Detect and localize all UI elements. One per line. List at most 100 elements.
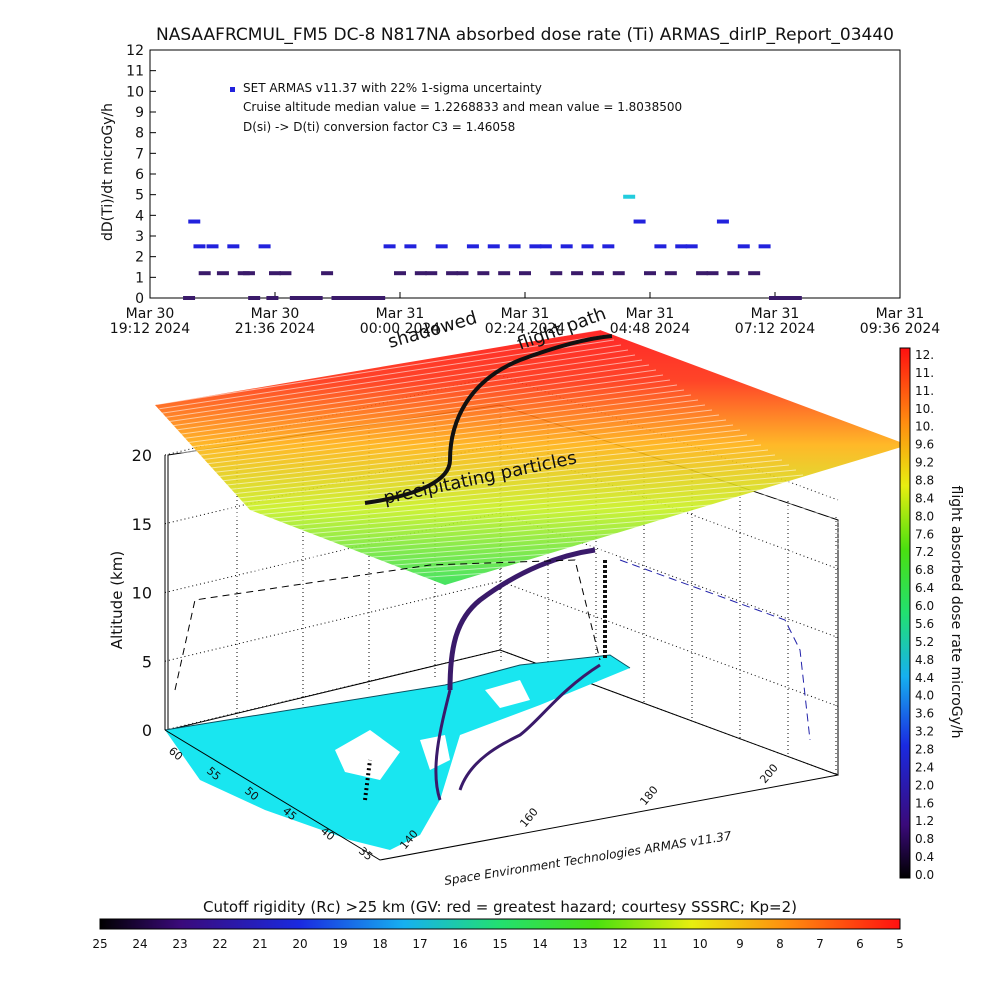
longitude-tick-label: 180	[637, 783, 660, 807]
map-inlet	[335, 730, 400, 780]
vertical-colorbar	[899, 347, 911, 879]
horizontal-colorbar	[99, 918, 901, 930]
slab-hatch-line	[229, 499, 839, 551]
rigidity-tick-label: 5	[896, 937, 904, 951]
dose-rate-point	[269, 271, 281, 276]
dose-rate-point	[519, 271, 531, 276]
x-tick-time: 21:36 2024	[235, 321, 316, 337]
rigidity-tick-label: 15	[492, 937, 507, 951]
colorbar-tick-label: 1.6	[915, 796, 934, 810]
slab-hatch-line	[157, 334, 608, 405]
cutoff-rigidity-colorbar: Cutoff rigidity (Rc) >25 km (GV: red = g…	[92, 898, 903, 951]
dose-rate-point	[188, 219, 201, 224]
colorbar-tick-label: 2.8	[915, 742, 934, 756]
dose-rate-point	[591, 271, 604, 276]
rigidity-tick-label: 17	[412, 937, 427, 951]
colorbar-tick-label: 3.6	[915, 707, 934, 721]
colorbar-tick-label: 0.4	[915, 850, 934, 864]
y-tick-label: 10	[126, 84, 144, 100]
annotation-instrument: SET ARMAS v11.37 with 22% 1-sigma uncert…	[243, 81, 542, 95]
dose-rate-point	[425, 271, 438, 276]
dose-rate-point	[487, 244, 500, 249]
colorbar-tick-label: 7.2	[915, 545, 934, 559]
x-tick-date: Mar 31	[501, 306, 550, 322]
slab-hatch-line	[176, 379, 671, 445]
dose-rate-point	[414, 271, 427, 276]
dose-rate-point	[373, 296, 386, 300]
rigidity-tick-label: 20	[292, 937, 307, 951]
dose-rate-point	[560, 244, 573, 249]
slab-hatch-line	[212, 459, 783, 515]
x-tick-date: Mar 31	[876, 306, 925, 322]
slab-hatch-line	[170, 364, 650, 432]
colorbar-tick-label: 6.8	[915, 563, 934, 577]
rigidity-tick-label: 25	[92, 937, 107, 951]
y-tick-label: 7	[135, 146, 144, 162]
dose-rate-point	[198, 271, 211, 276]
dose-rate-point	[727, 271, 740, 276]
dose-rate-point	[248, 296, 261, 300]
x-tick-time: 02:24 2024	[485, 321, 566, 337]
y-tick-label: 8	[135, 126, 144, 142]
colorbar-tick-label: 2.4	[915, 760, 934, 774]
dose-rate-series	[183, 195, 802, 300]
slab-hatch-line	[209, 454, 776, 511]
dose-rate-point	[581, 244, 594, 249]
longitude-tick-label: 200	[757, 761, 780, 785]
y-tick-label: 4	[135, 208, 144, 224]
slab-hatch-line	[172, 369, 657, 436]
colorbar-tick-labels: 12. 11. 11. 10. 10. 9.6 9.2 8.8 8.4 8.0 7.6 7.2 6.8 6…	[915, 348, 934, 882]
y-tick-label: 12	[126, 43, 144, 59]
dose-rate-point	[769, 296, 781, 300]
y-tick-label: 1	[135, 270, 144, 286]
rigidity-tick-label: 7	[816, 937, 824, 951]
y-tick-label: 11	[126, 64, 144, 80]
colorbar-tick-label: 8.8	[915, 474, 934, 488]
slab-hatch-line	[168, 359, 643, 427]
slab-hatch-line	[234, 509, 853, 559]
dose-rate-point	[654, 244, 667, 249]
dose-rate-point	[216, 271, 229, 276]
dose-rate-point	[477, 271, 490, 276]
x-tick-time: 07:12 2024	[735, 321, 816, 337]
y-tick-label: 0	[135, 291, 144, 307]
colorbar-tick-label: 10.	[915, 402, 934, 416]
altitude-tick-label: 15	[132, 515, 152, 534]
rigidity-colorbar-label: Cutoff rigidity (Rc) >25 km (GV: red = g…	[203, 898, 797, 916]
slab-hatch-line	[207, 449, 769, 507]
colorbar-tick-label: 8.4	[915, 491, 934, 505]
figure-title: NASAAFRCMUL_FM5 DC-8 N817NA absorbed dos…	[156, 25, 894, 45]
colorbar-tick-label: 5.2	[915, 635, 934, 649]
dose-rate-point	[193, 244, 206, 249]
dose-rate-point	[310, 296, 323, 300]
altitude-tick-label: 0	[142, 721, 152, 740]
colorbar-tick-label: 6.0	[915, 599, 934, 613]
dose-rate-point	[623, 194, 636, 199]
dose-rate-point	[529, 244, 542, 249]
slab-hatch-line	[214, 464, 790, 520]
slab-hatch-line	[192, 414, 720, 476]
rigidity-tick-label: 22	[212, 937, 227, 951]
y-tick-label: 3	[135, 229, 144, 245]
shadow-path-right	[619, 559, 811, 741]
dose-rate-point	[539, 244, 552, 249]
slab-hatch-line	[205, 444, 762, 502]
dose-rate-point	[612, 271, 625, 276]
slab-hatch-line	[185, 399, 699, 463]
slab-hatch-line	[187, 404, 706, 467]
rigidity-tick-label: 24	[132, 937, 147, 951]
slab-hatch-line	[194, 419, 727, 480]
slab-hatch-line	[179, 384, 678, 449]
x-tick-date: Mar 31	[751, 306, 800, 322]
dose-rate-point	[508, 244, 521, 249]
dose-rate-point	[685, 244, 698, 249]
footer-credit: Space Environment Technologies ARMAS v11…	[443, 829, 733, 888]
dose-slab	[154, 329, 908, 590]
flight-path-ground-track-2	[458, 663, 601, 791]
colorbar-tick-label: 4.0	[915, 689, 934, 703]
colorbar-tick-label: 11.	[915, 366, 934, 380]
annotation-cruise-stats: Cruise altitude median value = 1.2268833…	[243, 100, 682, 114]
slab-hatch-line	[203, 439, 755, 498]
